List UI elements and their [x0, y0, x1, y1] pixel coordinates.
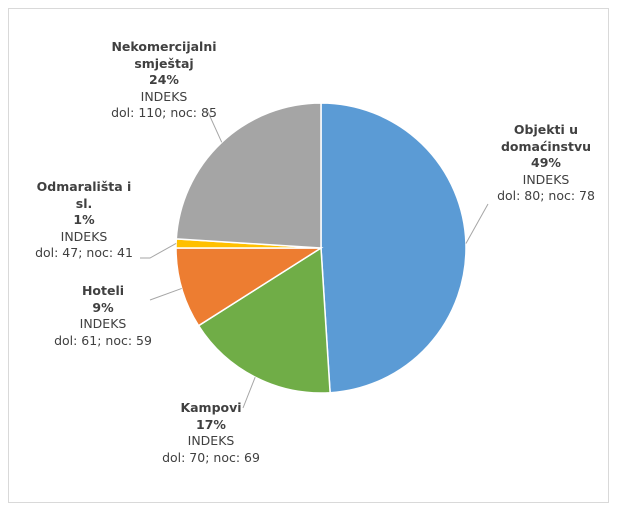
data-label: Hoteli 9% INDEKS dol: 61; noc: 59 — [13, 283, 193, 349]
pie-slice — [175, 102, 322, 249]
index-label: INDEKS — [60, 228, 108, 244]
chart-border — [8, 8, 609, 503]
category-label: Odmarališta i sl. — [36, 179, 132, 211]
category-label: Objekti u domaćinstvu — [500, 122, 592, 154]
data-label: Nekomercijalni smještaj 24% INDEKS dol: 110… — [74, 39, 254, 122]
leader-line — [207, 111, 223, 143]
index-label: INDEKS — [79, 316, 127, 331]
category-label: Kampovi — [180, 400, 242, 415]
leader-line — [465, 203, 489, 244]
pie-slice — [175, 247, 324, 327]
percent-label: 49% — [531, 155, 561, 170]
leader-line — [242, 377, 256, 409]
percent-label: 1% — [73, 212, 95, 227]
leader-line — [149, 287, 182, 301]
index-label: INDEKS — [140, 88, 188, 104]
percent-label: 24% — [149, 72, 179, 87]
category-label: Hoteli — [81, 283, 125, 298]
detail-label: dol: 70; noc: 69 — [162, 449, 260, 465]
leader-line — [140, 243, 177, 259]
index-label: INDEKS — [187, 433, 235, 448]
detail-label: dol: 80; noc: 78 — [497, 188, 595, 203]
detail-label: dol: 61; noc: 59 — [54, 332, 152, 348]
data-label: Odmarališta i sl. 1% INDEKS dol: 47; noc: 4… — [0, 179, 174, 262]
detail-label: dol: 47; noc: 41 — [35, 245, 133, 260]
index-label: INDEKS — [522, 171, 570, 187]
percent-label: 9% — [92, 299, 114, 315]
detail-label: dol: 110; noc: 85 — [111, 105, 217, 120]
data-label: Kampovi 17% INDEKS dol: 70; noc: 69 — [121, 400, 301, 466]
data-label: Objekti u domaćinstvu 49% INDEKS dol: 80; n… — [456, 122, 619, 205]
percent-label: 17% — [196, 416, 226, 432]
category-label: Nekomercijalni smještaj — [111, 39, 217, 71]
pie-slice — [320, 102, 467, 394]
